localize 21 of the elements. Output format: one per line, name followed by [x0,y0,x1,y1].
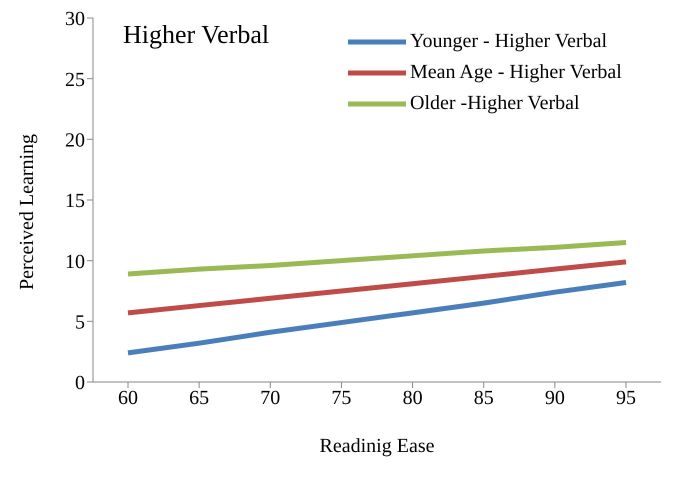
x-tick-label: 95 [616,387,636,410]
y-tick-label: 5 [75,311,85,334]
y-tick-label: 0 [75,372,85,394]
chart-title: Higher Verbal [123,20,270,50]
y-axis-title: Perceived Learning [16,134,38,290]
legend-label: Older -Higher Verbal [410,92,580,115]
x-tick-label: 90 [544,387,565,410]
x-axis-title: Readinig Ease [320,435,435,457]
y-tick-label: 20 [65,129,85,152]
x-tick-label: 60 [118,387,138,410]
x-tick-label: 65 [189,387,210,410]
legend-label: Mean Age - Higher Verbal [410,61,622,84]
y-tick-label: 30 [65,8,85,30]
legend-label: Younger - Higher Verbal [410,30,608,53]
x-tick-label: 80 [402,387,423,410]
y-tick-label: 10 [65,250,85,273]
x-tick-label: 70 [260,387,280,410]
x-tick-label: 85 [474,387,494,410]
x-tick-label: 75 [331,387,352,410]
y-tick-label: 25 [65,68,85,91]
y-tick-label: 15 [65,190,85,212]
